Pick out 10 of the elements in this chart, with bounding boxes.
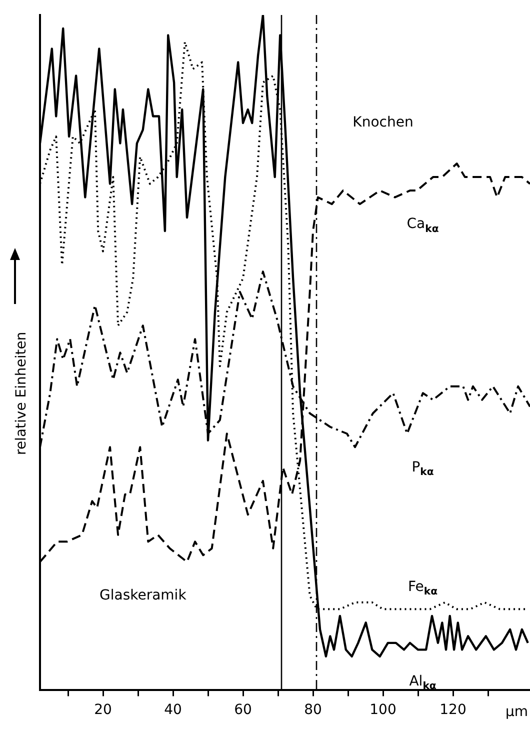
y-axis-title: relative Einheiten <box>14 332 30 455</box>
x-axis-title: µm <box>505 704 528 720</box>
annotation: Knochen <box>352 114 414 131</box>
x-tick-label: 100 <box>370 702 396 718</box>
x-tick-label: 60 <box>234 702 252 718</box>
x-tick-label: 80 <box>304 702 322 718</box>
x-tick-label: 20 <box>94 702 112 718</box>
annotation: Glaskeramik <box>100 587 188 604</box>
x-tick-label: 120 <box>440 702 466 718</box>
x-tick-label: 40 <box>164 702 182 718</box>
